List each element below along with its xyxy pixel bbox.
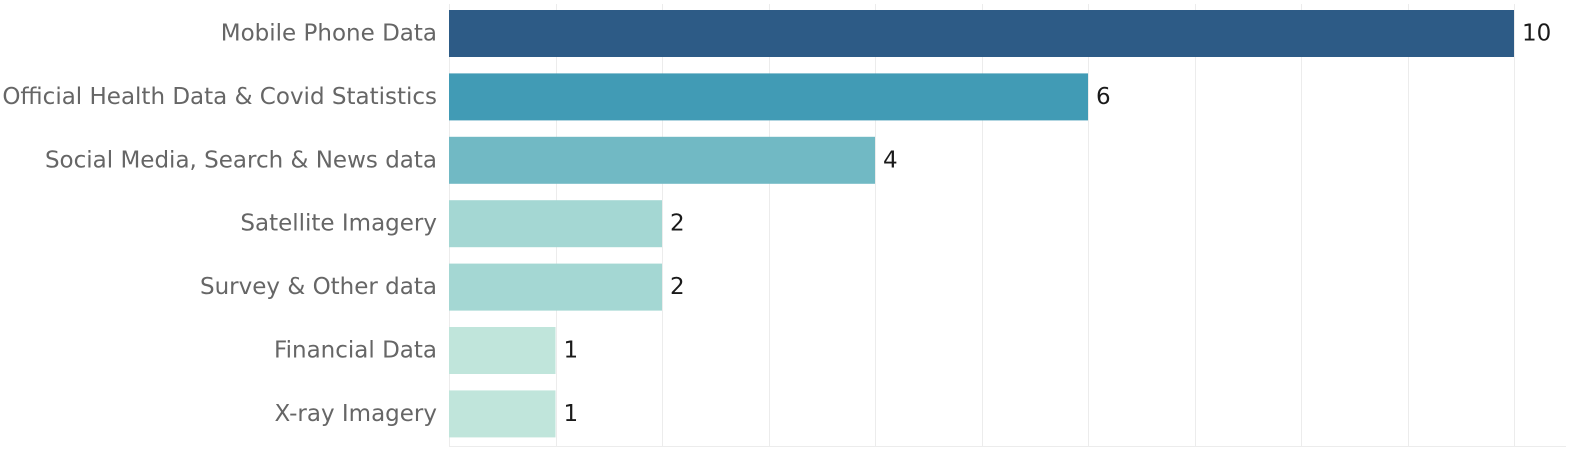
- category-label: Satellite Imagery: [240, 211, 437, 237]
- bar[interactable]: [449, 390, 556, 438]
- category-label: Mobile Phone Data: [221, 21, 437, 47]
- category-label: X-ray Imagery: [275, 401, 437, 427]
- category-label: Official Health Data & Covid Statistics: [2, 84, 437, 110]
- bar[interactable]: [449, 10, 1514, 57]
- value-label: 2: [670, 211, 685, 237]
- value-label: 1: [564, 401, 579, 427]
- category-label: Social Media, Search & News data: [45, 147, 437, 173]
- category-labels: Mobile Phone Data Official Health Data & …: [2, 21, 437, 427]
- value-label: 4: [883, 147, 898, 173]
- bar[interactable]: [449, 200, 662, 248]
- bar[interactable]: [449, 263, 662, 311]
- bar[interactable]: [449, 136, 875, 184]
- value-label: 2: [670, 274, 685, 300]
- category-label: Survey & Other data: [200, 274, 437, 300]
- value-labels: 10 6 4 2 2 1 1: [564, 21, 1552, 427]
- value-label: 1: [564, 338, 579, 364]
- bar[interactable]: [449, 327, 556, 374]
- bar[interactable]: [449, 73, 1088, 121]
- category-label: Financial Data: [274, 338, 437, 364]
- value-label: 10: [1522, 21, 1551, 47]
- bars: [449, 10, 1514, 438]
- value-label: 6: [1096, 84, 1111, 110]
